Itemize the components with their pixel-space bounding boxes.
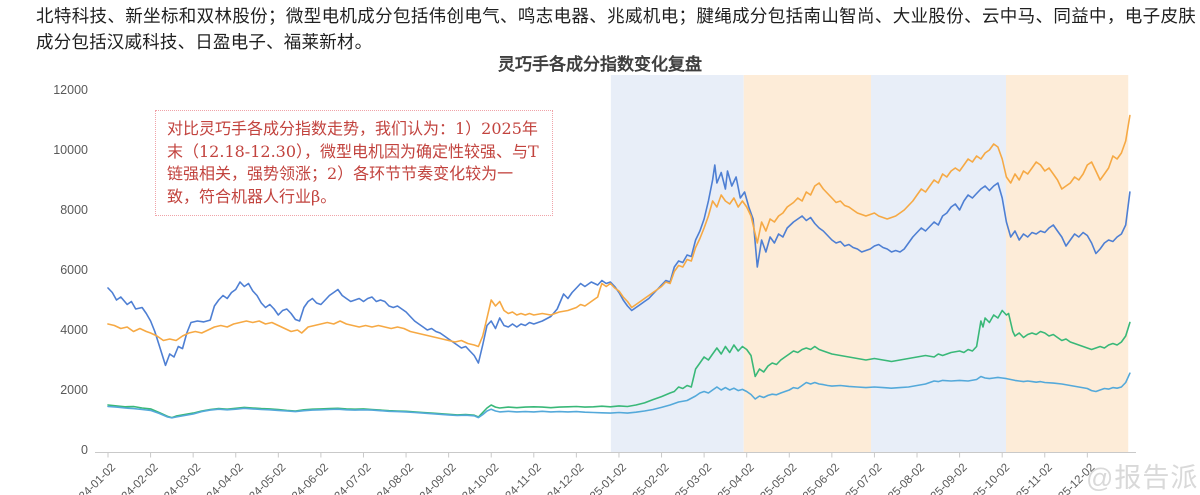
x-tick-label: 2024-01-02 xyxy=(68,462,118,495)
y-tick-label: 6000 xyxy=(60,263,88,277)
x-tick-label: 2025-02-02 xyxy=(622,462,672,495)
watermark: @报告派 xyxy=(1086,463,1199,493)
event-band-3 xyxy=(871,75,1007,452)
chart-title: 灵巧手各成分指数变化复盘 xyxy=(498,55,702,74)
x-tick-label: 2024-07-02 xyxy=(324,462,374,495)
x-tick-label: 2025-04-02 xyxy=(707,462,757,495)
annotation-box: 对比灵巧手各成分指数走势，我们认为：1）2025年末（12.18-12.30），… xyxy=(155,110,553,216)
x-tick-label: 2024-08-02 xyxy=(366,462,416,495)
x-tick-label: 2025-03-02 xyxy=(664,462,714,495)
event-bands xyxy=(610,75,1129,452)
y-axis-labels: 0 2000 4000 6000 8000 10000 12000 xyxy=(53,83,88,457)
x-tick-label: 2025-07-02 xyxy=(834,462,884,495)
annotation-text: 对比灵巧手各成分指数走势，我们认为：1）2025年末（12.18-12.30），… xyxy=(167,119,539,206)
y-tick-label: 10000 xyxy=(53,143,88,157)
x-tick-label: 2025-05-02 xyxy=(749,462,799,495)
y-tick-label: 4000 xyxy=(60,323,88,337)
x-tick-label: 2024-04-02 xyxy=(196,462,246,495)
series-teal xyxy=(107,372,1131,419)
x-tick-label: 2024-02-02 xyxy=(111,462,161,495)
x-tick-label: 2025-06-02 xyxy=(792,462,842,495)
x-tick-label: 2024-06-02 xyxy=(281,462,331,495)
x-tick-label: 2024-12-02 xyxy=(536,462,586,495)
y-tick-label: 12000 xyxy=(53,83,88,97)
series-blue xyxy=(107,164,1131,367)
x-tick-label: 2024-03-02 xyxy=(153,462,203,495)
event-band-2 xyxy=(743,75,872,452)
event-band-4 xyxy=(1006,75,1129,452)
x-tick-label: 2024-11-02 xyxy=(494,462,543,495)
series-orange xyxy=(107,114,1131,348)
x-tick-label: 2025-08-02 xyxy=(877,462,927,495)
x-tick-label: 2025-11-02 xyxy=(1005,462,1054,495)
intro-paragraph: 北特科技、新坐标和双林股份；微型电机成分包括伟创电气、鸣志电器、兆威机电；腱绳成… xyxy=(36,6,1196,52)
y-tick-label: 0 xyxy=(81,443,88,457)
x-axis-labels: 2024-01-022024-02-022024-03-022024-04-02… xyxy=(68,452,1097,495)
x-tick-label: 2024-09-02 xyxy=(409,462,459,495)
y-tick-label: 8000 xyxy=(60,203,88,217)
x-tick-label: 2024-05-02 xyxy=(238,462,288,495)
x-tick-label: 2025-09-02 xyxy=(920,462,970,495)
x-tick-label: 2024-10-02 xyxy=(451,462,501,495)
x-tick-label: 2025-10-02 xyxy=(962,462,1012,495)
x-tick-label: 2025-01-02 xyxy=(579,462,629,495)
y-tick-label: 2000 xyxy=(60,383,88,397)
series-green xyxy=(107,309,1131,419)
